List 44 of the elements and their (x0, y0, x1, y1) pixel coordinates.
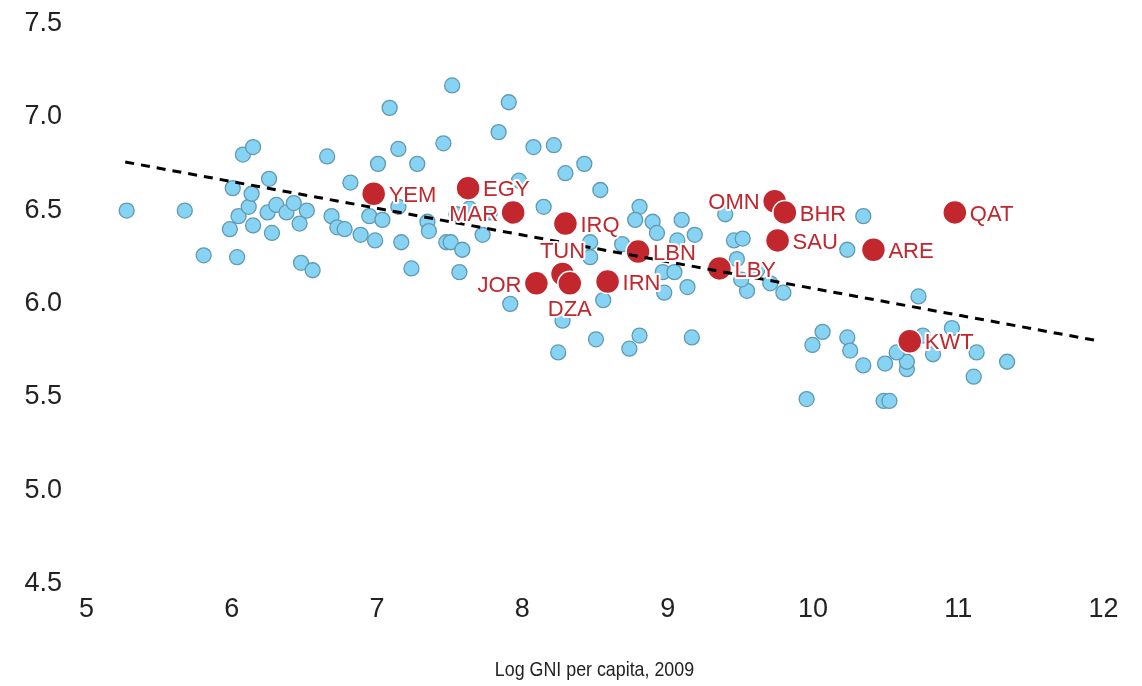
annotation: QAT (969, 200, 1014, 226)
point (772, 199, 798, 226)
annotation: DZA (547, 295, 593, 321)
annotation: KWT (924, 329, 974, 355)
y-tick-label: 7.5 (24, 7, 62, 38)
y-tick-label: 6.0 (24, 287, 62, 318)
point (360, 181, 387, 207)
annotation: IRN (622, 269, 661, 295)
point (897, 328, 923, 354)
point (500, 199, 526, 226)
y-tick-label: 7.0 (24, 100, 62, 131)
x-axis-title: Log GNI per capita, 2009 (494, 656, 695, 681)
x-tick-label: 6 (224, 593, 240, 624)
point (552, 210, 579, 237)
annotation: YEM (388, 181, 437, 207)
annotation: OMN (708, 189, 760, 215)
point (523, 270, 550, 297)
x-tick-label: 12 (1088, 593, 1119, 624)
x-tick-label: 8 (514, 593, 530, 624)
point (942, 199, 968, 226)
annotation: ARE (888, 237, 934, 263)
point (764, 227, 791, 254)
point (625, 238, 651, 265)
x-tick-label: 11 (944, 593, 973, 624)
annotation: SAU (792, 228, 838, 254)
x-tick-label: 5 (78, 593, 95, 624)
y-tick-label: 4.5 (24, 567, 62, 598)
y-tick-label: 6.5 (24, 193, 62, 224)
point (455, 175, 481, 201)
annotation: IRQ (580, 211, 620, 237)
x-tick-label: 7 (369, 593, 385, 624)
point (594, 268, 621, 295)
annotation: JOR (477, 271, 522, 297)
point (860, 237, 887, 263)
point (557, 270, 583, 297)
annotation: TUN (539, 238, 586, 263)
y-tick-label: 5.5 (24, 380, 62, 411)
x-tick-label: 10 (797, 593, 828, 624)
annotation: EGY (483, 176, 530, 202)
annotation: BHR (799, 200, 847, 226)
annotation: LBN (653, 239, 696, 265)
annotation: LBY (734, 256, 777, 282)
x-tick-label: 9 (660, 593, 676, 624)
y-tick-label: 5.0 (24, 473, 62, 504)
